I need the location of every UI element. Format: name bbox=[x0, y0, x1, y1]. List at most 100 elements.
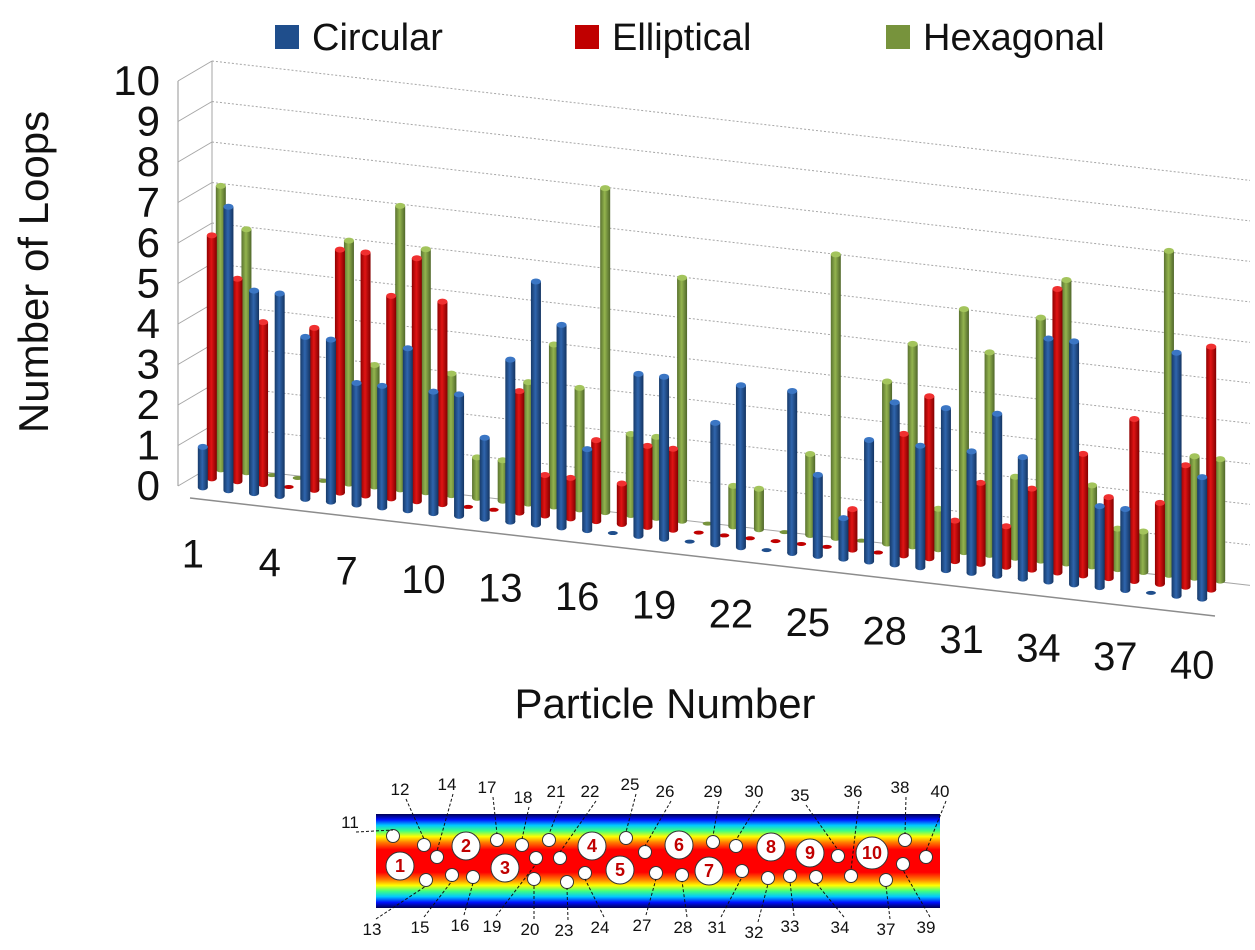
bars bbox=[197, 182, 1226, 602]
bar-top bbox=[677, 274, 688, 281]
bar-hexagonal bbox=[984, 349, 995, 558]
bar-base bbox=[975, 560, 986, 567]
legend-swatch-elliptical bbox=[575, 25, 599, 49]
bar-hexagonal bbox=[420, 246, 431, 496]
particle-large bbox=[855, 836, 889, 870]
leader-line bbox=[584, 878, 605, 918]
bar-body bbox=[1001, 526, 1012, 567]
bar-base bbox=[395, 486, 406, 493]
bar-base bbox=[830, 534, 841, 541]
bar-body bbox=[1197, 477, 1208, 599]
bar-top bbox=[651, 433, 662, 440]
bar-top bbox=[523, 379, 534, 386]
bar-top bbox=[864, 437, 875, 444]
leader-line bbox=[644, 800, 672, 847]
bar-base bbox=[300, 495, 311, 502]
bar-top bbox=[1069, 338, 1080, 345]
particle-small bbox=[490, 833, 504, 847]
bar-top bbox=[437, 298, 448, 305]
bar-hexagonal bbox=[728, 482, 739, 530]
particle-small-label: 20 bbox=[521, 920, 540, 939]
bar-circular bbox=[428, 388, 439, 517]
bar-hexagonal bbox=[292, 475, 303, 480]
bar-base bbox=[402, 507, 413, 514]
bar-hexagonal bbox=[958, 306, 969, 556]
leader-line bbox=[681, 880, 688, 918]
particle-large bbox=[795, 838, 825, 868]
bar-hexagonal bbox=[625, 431, 636, 519]
x-tick-label: 4 bbox=[259, 541, 281, 585]
bar-body bbox=[616, 483, 627, 525]
bar-hexagonal bbox=[1138, 528, 1149, 576]
bar-base bbox=[735, 544, 746, 551]
bar-hexagonal bbox=[1163, 247, 1174, 578]
bar-top bbox=[882, 378, 893, 385]
bar-top bbox=[728, 482, 739, 489]
bar-top bbox=[351, 380, 362, 387]
particle-large-label: 8 bbox=[766, 837, 776, 857]
bar-circular bbox=[992, 410, 1003, 579]
bar-body bbox=[1163, 250, 1174, 575]
bar-body bbox=[1087, 485, 1098, 567]
leader-line bbox=[559, 800, 597, 853]
bar-elliptical bbox=[642, 442, 653, 530]
bar-base bbox=[334, 489, 345, 496]
bar-base bbox=[847, 546, 858, 553]
bar-elliptical bbox=[514, 388, 525, 516]
particle-large bbox=[694, 856, 724, 886]
particle-small bbox=[898, 833, 912, 847]
bar-elliptical bbox=[796, 541, 807, 546]
bar-top bbox=[787, 387, 798, 394]
bar-elliptical bbox=[821, 544, 832, 549]
particle-small-label: 39 bbox=[917, 918, 936, 937]
bar-elliptical bbox=[360, 249, 371, 499]
bar-body bbox=[548, 344, 559, 507]
bar-circular bbox=[351, 380, 362, 508]
bar-top bbox=[1163, 247, 1174, 254]
bar-body bbox=[864, 440, 875, 562]
particle-small-label: 15 bbox=[411, 918, 430, 937]
bar-circular bbox=[402, 345, 413, 514]
bar-hexagonal bbox=[1061, 276, 1072, 567]
bar-base bbox=[258, 481, 269, 488]
bar-base bbox=[659, 535, 670, 542]
bar-top bbox=[1017, 454, 1028, 461]
leader-line bbox=[789, 881, 795, 917]
bar-body bbox=[232, 278, 243, 482]
bar-top bbox=[710, 419, 721, 426]
bar-body bbox=[889, 402, 900, 565]
gridline-side bbox=[177, 263, 213, 284]
bar-elliptical bbox=[463, 504, 474, 509]
bar-top bbox=[625, 431, 636, 438]
bar-top bbox=[1129, 416, 1140, 423]
bar-base bbox=[479, 515, 490, 522]
particle-large-label: 4 bbox=[587, 836, 597, 856]
bar-hexagonal bbox=[548, 341, 559, 510]
bar-body bbox=[677, 277, 688, 521]
bar-base bbox=[1069, 581, 1080, 588]
bar-top bbox=[889, 399, 900, 406]
bar-body bbox=[377, 385, 388, 508]
particle-large bbox=[451, 831, 481, 861]
bar-body bbox=[530, 281, 541, 525]
bar-top bbox=[514, 388, 525, 395]
bar-body bbox=[1061, 279, 1072, 564]
x-tick-label: 31 bbox=[939, 618, 984, 662]
bar-top bbox=[411, 255, 422, 262]
gridline-side bbox=[177, 141, 213, 163]
bar-top bbox=[479, 434, 490, 441]
bar-circular bbox=[454, 391, 465, 519]
bar-hexagonal bbox=[1010, 473, 1021, 561]
bar-hexagonal bbox=[395, 202, 406, 493]
bar-top bbox=[600, 185, 611, 192]
leader-line bbox=[720, 876, 743, 918]
bar-body bbox=[1103, 497, 1114, 579]
bar-body bbox=[565, 477, 576, 519]
bar-body bbox=[1189, 456, 1200, 578]
particle-small bbox=[417, 838, 431, 852]
bar-circular bbox=[787, 387, 798, 556]
bar-base bbox=[992, 572, 1003, 579]
particle-large-label: 7 bbox=[704, 861, 714, 881]
particle-large-label: 5 bbox=[615, 860, 625, 880]
bar-elliptical bbox=[873, 550, 884, 555]
